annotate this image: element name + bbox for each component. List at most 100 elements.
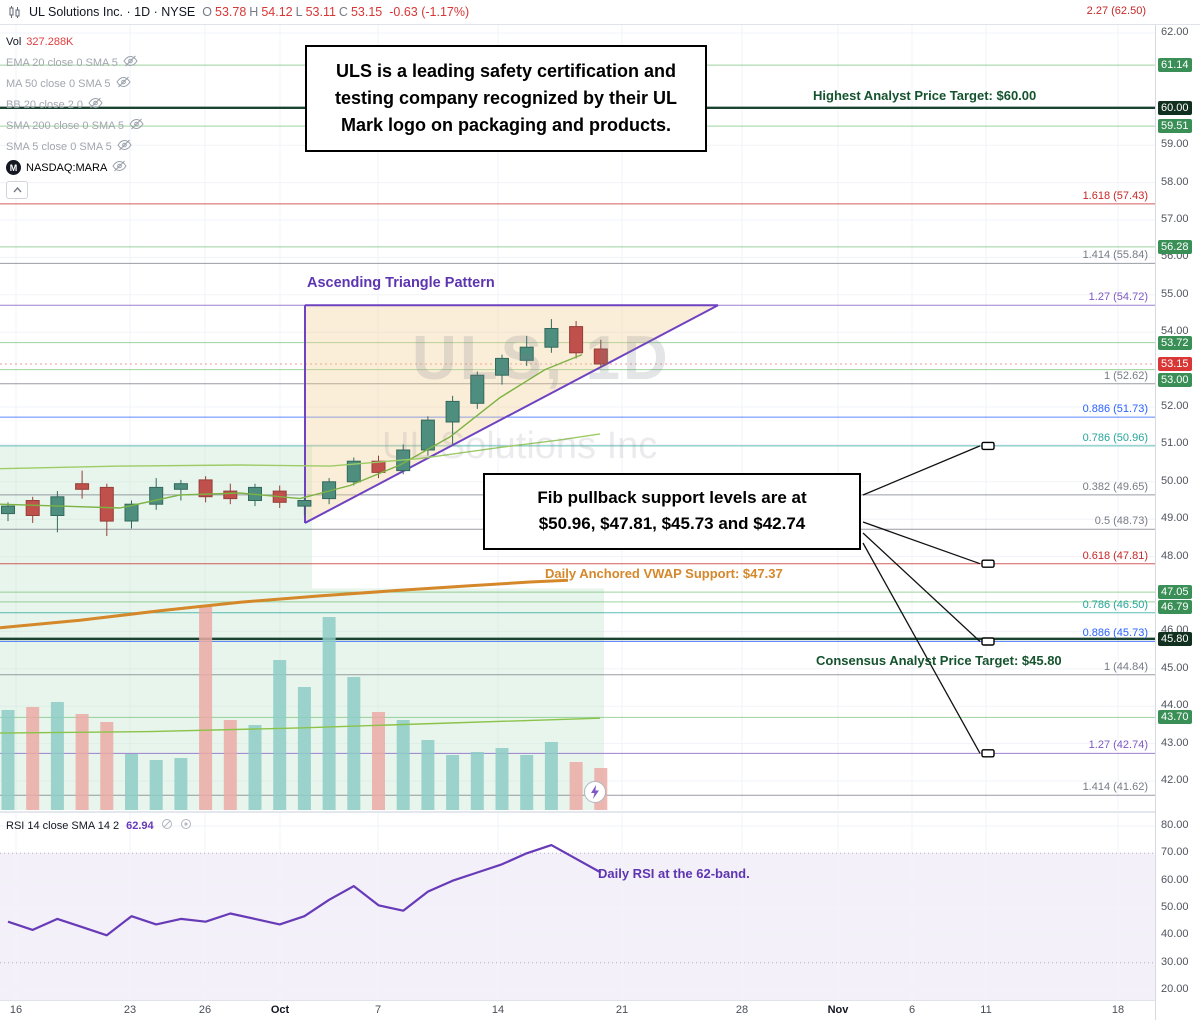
eye-off-icon[interactable] <box>123 55 138 70</box>
rsi-band-annotation[interactable]: Daily RSI at the 62-band. <box>598 866 750 881</box>
price-axis-label: 45.00 <box>1161 661 1189 674</box>
symbol-watermark: ULS, 1D <box>412 324 671 393</box>
symbol-title[interactable]: UL Solutions Inc. · 1D · NYSE <box>29 5 196 19</box>
legend-row-sma200[interactable]: SMA 200 close 0 SMA 5 <box>6 115 144 136</box>
eye-icon[interactable] <box>161 818 173 833</box>
fib-level-label[interactable]: 0.786 (46.50) <box>1082 598 1148 611</box>
ohlc-values: O 53.78 H 54.12 L 53.11 C 53.15 <box>202 5 382 19</box>
fib-level-label[interactable]: 0.5 (48.73) <box>1094 515 1148 528</box>
price-axis-badge: 45.80 <box>1158 631 1192 646</box>
fib-level-label[interactable]: 1.27 (54.72) <box>1088 291 1148 304</box>
fib-note-annotation[interactable]: Fib pullback support levels are at $50.9… <box>483 473 861 550</box>
fib-level-label[interactable]: 0.886 (51.73) <box>1082 403 1148 416</box>
legend-row-sma5[interactable]: SMA 5 close 0 SMA 5 <box>6 136 144 157</box>
eye-off-icon[interactable] <box>117 139 132 154</box>
settings-icon[interactable] <box>180 818 192 833</box>
fib-note-line2: $50.96, $47.81, $45.73 and $42.74 <box>538 514 806 534</box>
price-axis-badge: 60.00 <box>1158 100 1192 115</box>
fib-note-line1: Fib pullback support levels are at <box>537 488 807 507</box>
price-chart-canvas[interactable] <box>0 25 1155 810</box>
mara-logo: M <box>6 160 21 175</box>
time-axis-label: 14 <box>491 1004 505 1016</box>
legend-row-bb20[interactable]: BB 20 close 2 0 <box>6 94 144 115</box>
price-axis-badge: 53.00 <box>1158 372 1192 387</box>
price-axis-label: 59.00 <box>1161 138 1189 151</box>
eye-off-icon[interactable] <box>88 97 103 112</box>
rsi-legend-label: RSI 14 close SMA 14 2 <box>6 819 120 832</box>
rsi-axis-label: 20.00 <box>1161 982 1189 995</box>
candlestick-chart-icon <box>8 5 22 19</box>
indicator-label: SMA 200 close 0 SMA 5 <box>6 119 125 132</box>
eye-off-icon[interactable] <box>115 76 131 91</box>
indicator-label: MA 50 close 0 SMA 5 <box>6 77 111 90</box>
time-axis-label: Oct <box>270 1004 290 1016</box>
rsi-value: 62.94 <box>126 819 154 832</box>
ascending-triangle-label[interactable]: Ascending Triangle Pattern <box>307 275 495 291</box>
collapse-legend-button[interactable] <box>6 181 28 199</box>
rsi-axis-label: 30.00 <box>1161 955 1189 968</box>
time-axis[interactable]: 16 23 26 Oct 7 14 21 28 Nov 6 11 18 <box>0 1000 1155 1020</box>
time-axis-label: 28 <box>735 1004 749 1016</box>
time-axis-label: 18 <box>1111 1004 1125 1016</box>
indicator-legend: Vol 327.288K EMA 20 close 0 SMA 5 MA 50 … <box>6 31 144 199</box>
fib-level-label[interactable]: 1.414 (41.62) <box>1082 781 1148 794</box>
price-axis-badge: 46.79 <box>1158 599 1192 614</box>
low-label: L <box>295 5 303 19</box>
volume-legend-row[interactable]: Vol 327.288K <box>6 31 144 52</box>
highest-target-annotation[interactable]: Highest Analyst Price Target: $60.00 <box>813 88 1037 103</box>
fib-level-label[interactable]: 0.886 (45.73) <box>1082 627 1148 640</box>
price-axis-badge: 43.70 <box>1158 710 1192 725</box>
rsi-pane[interactable]: RSI 14 close SMA 14 2 62.94 Daily RSI at… <box>0 813 1155 1000</box>
lightning-icon[interactable] <box>584 781 606 803</box>
price-pane[interactable]: ULS, 1D UL Solutions Inc Vol 327.288K EM… <box>0 25 1155 810</box>
price-change: -0.63 (-1.17%) <box>389 5 470 19</box>
fib-level-label[interactable]: 1.414 (55.84) <box>1082 249 1148 262</box>
legend-row-ema20[interactable]: EMA 20 close 0 SMA 5 <box>6 52 144 73</box>
fib-level-label[interactable]: 0.382 (49.65) <box>1082 480 1148 493</box>
price-axis-label: 57.00 <box>1161 213 1189 225</box>
time-axis-label: 16 <box>9 1004 23 1016</box>
volume-value: 327.288K <box>26 35 74 48</box>
price-axis-label: 43.00 <box>1161 736 1189 749</box>
price-axis-badge: 61.14 <box>1158 58 1192 73</box>
company-note-annotation[interactable]: ULS is a leading safety certification an… <box>305 45 707 152</box>
price-axis-label: 49.00 <box>1161 512 1189 525</box>
price-axis[interactable]: 62.00 59.00 58.00 57.00 56.00 55.00 54.00 52.00… <box>1155 0 1200 1020</box>
indicator-label: SMA 5 close 0 SMA 5 <box>6 140 112 153</box>
rsi-chart-canvas[interactable] <box>0 813 1155 1000</box>
fib-level-label[interactable]: 1.27 (42.74) <box>1088 739 1148 752</box>
fib-corner-label: 2.27 (62.50) <box>1086 5 1146 17</box>
time-axis-label: 7 <box>374 1004 382 1016</box>
price-axis-badge: 56.28 <box>1158 239 1192 254</box>
consensus-target-annotation[interactable]: Consensus Analyst Price Target: $45.80 <box>816 653 1062 668</box>
close-value: 53.15 <box>350 5 383 19</box>
fib-level-label[interactable]: 1.618 (57.43) <box>1082 189 1148 202</box>
legend-row-mara[interactable]: M NASDAQ:MARA <box>6 157 144 178</box>
eye-off-icon[interactable] <box>112 160 127 175</box>
price-axis-label: 52.00 <box>1161 400 1189 412</box>
low-value: 53.11 <box>305 5 336 19</box>
fib-level-label[interactable]: 1 (44.84) <box>1103 660 1148 673</box>
rsi-axis-label: 50.00 <box>1161 900 1189 913</box>
eye-off-icon[interactable] <box>129 118 144 133</box>
high-value: 54.12 <box>261 5 293 19</box>
time-axis-label: 23 <box>123 1004 137 1016</box>
price-axis-label: 44.00 <box>1161 699 1189 712</box>
fib-level-label[interactable]: 0.786 (50.96) <box>1082 431 1148 444</box>
company-watermark: UL Solutions Inc <box>382 425 658 467</box>
price-axis-label: 55.00 <box>1161 287 1189 300</box>
open-label: O <box>202 5 213 19</box>
time-axis-label: Nov <box>827 1004 849 1016</box>
close-label: C <box>338 5 348 19</box>
fib-level-label[interactable]: 0.618 (47.81) <box>1082 549 1148 562</box>
fib-level-label[interactable]: 1 (52.62) <box>1103 369 1148 382</box>
vwap-support-annotation[interactable]: Daily Anchored VWAP Support: $47.37 <box>545 566 783 581</box>
indicator-label: EMA 20 close 0 SMA 5 <box>6 56 118 69</box>
price-axis-label: 51.00 <box>1161 437 1189 450</box>
legend-row-ma50[interactable]: MA 50 close 0 SMA 5 <box>6 73 144 94</box>
rsi-legend[interactable]: RSI 14 close SMA 14 2 62.94 <box>6 818 192 833</box>
symbol-header-bar: UL Solutions Inc. · 1D · NYSE O 53.78 H 54… <box>0 0 1200 25</box>
price-axis-label: 50.00 <box>1161 474 1189 487</box>
pane-separator[interactable] <box>0 811 1155 813</box>
rsi-axis-label: 60.00 <box>1161 873 1189 886</box>
